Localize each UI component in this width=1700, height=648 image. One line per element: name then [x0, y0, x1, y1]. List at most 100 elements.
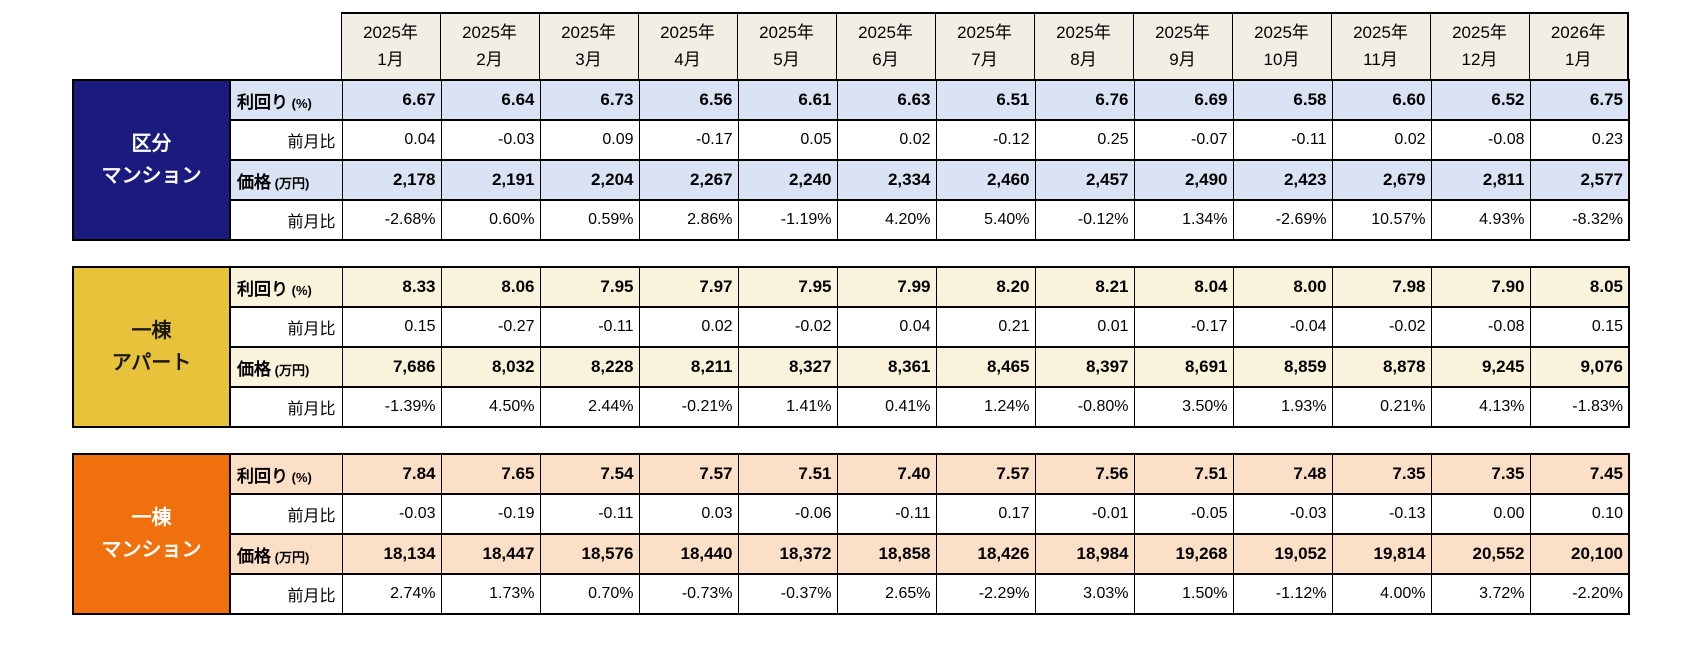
value-cell: 0.02	[638, 306, 739, 348]
value-cell: 18,576	[539, 533, 640, 575]
value-cell: 6.52	[1430, 79, 1531, 121]
section-table-itto-mansion: 一棟 マンション 利回り (%) 7.84 7.65 7.54 7.57 7.51 7.40 7.…	[72, 453, 1630, 615]
value-cell: 8.20	[935, 266, 1036, 308]
value-cell: 7.56	[1034, 453, 1135, 495]
value-cell: -1.12%	[1232, 573, 1333, 615]
value-cell: -0.17	[1133, 306, 1234, 348]
row-label: 価格 (万円)	[229, 533, 343, 575]
value-cell: 20,100	[1529, 533, 1630, 575]
value-cell: 6.60	[1331, 79, 1432, 121]
value-cell: 7.95	[539, 266, 640, 308]
section-table-itto-apart: 一棟 アパート 利回り (%) 8.33 8.06 7.95 7.97 7.95 7.99 8.2…	[72, 266, 1630, 428]
month-header-row: 2025年 1月 2025年 2月 2025年 3月 2025年 4月 2025年 5月 2025年…	[72, 12, 1629, 79]
value-cell: 7.57	[638, 453, 739, 495]
value-cell: 0.02	[836, 119, 937, 161]
value-cell: 0.21%	[1331, 386, 1432, 428]
value-cell: -0.04	[1232, 306, 1333, 348]
section-gap	[72, 241, 1630, 266]
value-cell: -0.80%	[1034, 386, 1135, 428]
value-cell: 2,490	[1133, 159, 1234, 201]
value-cell: -0.05	[1133, 493, 1234, 535]
table-row: 前月比 0.15 -0.27 -0.11 0.02 -0.02 0.04 0.21 0.01 -0…	[73, 306, 1630, 348]
category-line: マンション	[101, 165, 202, 187]
table-row: 前月比 2.74% 1.73% 0.70% -0.73% -0.37% 2.65% -2.29…	[73, 573, 1630, 615]
value-cell: 0.60%	[440, 199, 541, 241]
table-row: 価格 (万円) 7,686 8,032 8,228 8,211 8,327 8,361 8,4…	[73, 346, 1630, 388]
value-cell: 18,134	[341, 533, 442, 575]
value-cell: -0.02	[737, 306, 838, 348]
value-cell: -0.13	[1331, 493, 1432, 535]
value-cell: 7.97	[638, 266, 739, 308]
month-header-11: 2025年 11月	[1330, 12, 1431, 79]
month-header-12: 2025年 12月	[1429, 12, 1530, 79]
category-line: 一棟	[131, 507, 172, 529]
value-cell: 1.73%	[440, 573, 541, 615]
value-cell: 4.00%	[1331, 573, 1432, 615]
value-cell: -0.12	[935, 119, 1036, 161]
value-cell: -2.29%	[935, 573, 1036, 615]
table-row: 一棟 アパート 利回り (%) 8.33 8.06 7.95 7.97 7.95 7.99 8.2…	[72, 266, 1630, 428]
value-cell: 7.98	[1331, 266, 1432, 308]
value-cell: 7.51	[737, 453, 838, 495]
value-cell: 18,426	[935, 533, 1036, 575]
value-cell: -0.11	[539, 493, 640, 535]
value-cell: -1.39%	[341, 386, 442, 428]
value-cell: 8,211	[638, 346, 739, 388]
value-cell: 7.51	[1133, 453, 1234, 495]
value-cell: 8.21	[1034, 266, 1135, 308]
value-cell: 7.90	[1430, 266, 1531, 308]
category-line: アパート	[111, 352, 192, 374]
table-row: 一棟 マンション 利回り (%) 7.84 7.65 7.54 7.57 7.51 7.40 7.…	[72, 453, 1630, 615]
row-label: 価格 (万円)	[229, 159, 343, 201]
value-cell: 0.04	[341, 119, 442, 161]
table-row: 前月比 0.04 -0.03 0.09 -0.17 0.05 0.02 -0.12 0.25 -0…	[73, 119, 1630, 161]
value-cell: -0.12%	[1034, 199, 1135, 241]
value-cell: 5.40%	[935, 199, 1036, 241]
value-cell: 9,076	[1529, 346, 1630, 388]
value-cell: 8,032	[440, 346, 541, 388]
row-label: 利回り (%)	[229, 266, 343, 308]
category-line: マンション	[101, 539, 202, 561]
value-cell: 0.03	[638, 493, 739, 535]
value-cell: 2,267	[638, 159, 739, 201]
value-cell: 6.69	[1133, 79, 1234, 121]
value-cell: 2,457	[1034, 159, 1135, 201]
month-header-4: 2025年 4月	[637, 12, 738, 79]
month-header-3: 2025年 3月	[538, 12, 639, 79]
value-cell: 2,204	[539, 159, 640, 201]
value-cell: -2.69%	[1232, 199, 1333, 241]
value-cell: 8.04	[1133, 266, 1234, 308]
value-cell: 18,440	[638, 533, 739, 575]
value-cell: 2,240	[737, 159, 838, 201]
row-label: 前月比	[229, 386, 343, 428]
value-cell: -2.20%	[1529, 573, 1630, 615]
row-label: 前月比	[229, 493, 343, 535]
value-cell: 2,460	[935, 159, 1036, 201]
header-blank-category	[72, 13, 229, 79]
row-label: 価格 (万円)	[229, 346, 343, 388]
row-label: 前月比	[229, 306, 343, 348]
value-cell: -1.83%	[1529, 386, 1630, 428]
value-cell: 8,361	[836, 346, 937, 388]
value-cell: 6.75	[1529, 79, 1630, 121]
month-header-2: 2025年 2月	[439, 12, 540, 79]
value-cell: 1.50%	[1133, 573, 1234, 615]
value-cell: 0.21	[935, 306, 1036, 348]
value-cell: 19,814	[1331, 533, 1432, 575]
value-cell: 6.61	[737, 79, 838, 121]
value-cell: -0.03	[1232, 493, 1333, 535]
value-cell: 6.56	[638, 79, 739, 121]
value-cell: 6.63	[836, 79, 937, 121]
value-cell: -0.19	[440, 493, 541, 535]
month-header-1: 2025年 1月	[340, 12, 441, 79]
value-cell: -0.37%	[737, 573, 838, 615]
value-cell: 18,858	[836, 533, 937, 575]
value-cell: 1.41%	[737, 386, 838, 428]
value-cell: 9,245	[1430, 346, 1531, 388]
value-cell: -8.32%	[1529, 199, 1630, 241]
value-cell: 2,811	[1430, 159, 1531, 201]
value-cell: -0.21%	[638, 386, 739, 428]
row-label: 前月比	[229, 199, 343, 241]
value-cell: 8.05	[1529, 266, 1630, 308]
table-row: 価格 (万円) 2,178 2,191 2,204 2,267 2,240 2,334 2,4…	[73, 159, 1630, 201]
